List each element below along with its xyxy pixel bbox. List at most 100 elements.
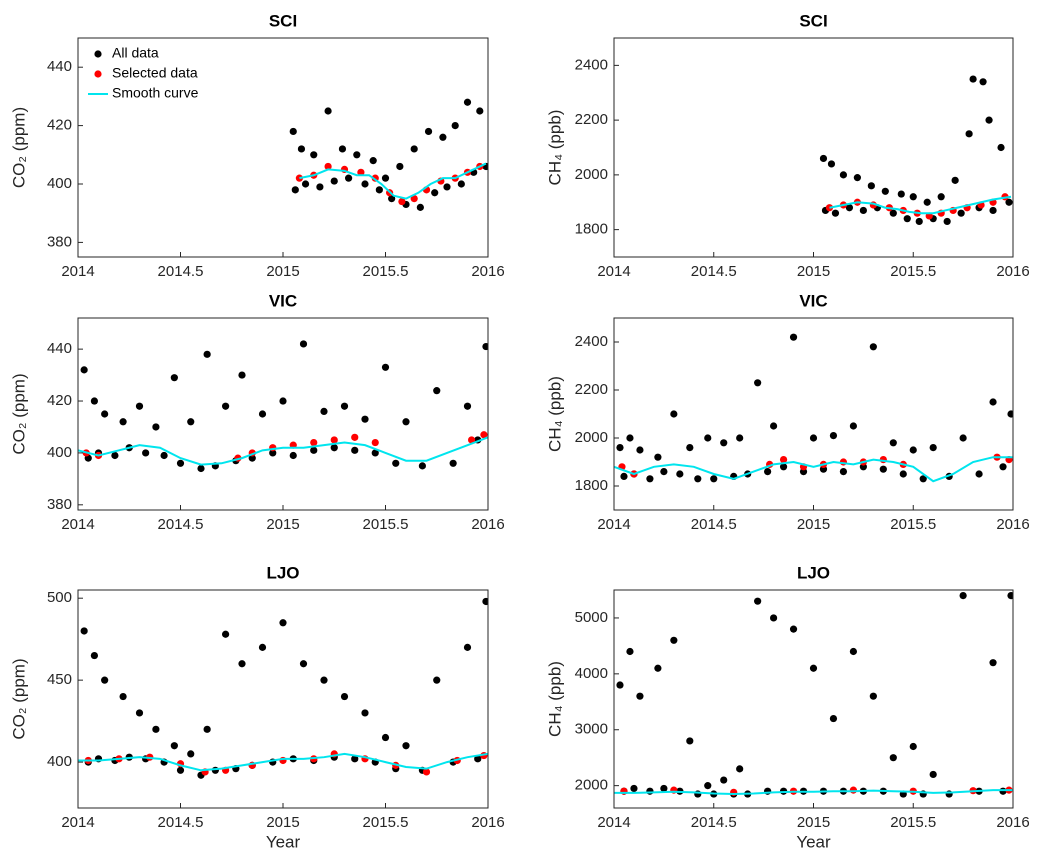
x-tick-label: 2015.5 (363, 516, 409, 533)
smooth-curve (78, 436, 488, 466)
data-point (418, 462, 426, 470)
data-point (361, 180, 369, 188)
data-point (482, 597, 488, 606)
y-tick-label: 2400 (575, 56, 608, 73)
x-tick-label: 2015 (266, 814, 299, 831)
x-axis-label: Year (266, 832, 301, 849)
data-point (361, 709, 369, 717)
data-point (959, 591, 967, 600)
y-tick-label: 3000 (575, 721, 608, 738)
data-point (388, 195, 396, 203)
y-tick-label: 1800 (575, 221, 608, 238)
data-point (451, 122, 459, 130)
data-point (999, 463, 1007, 471)
data-point (789, 625, 798, 633)
data-point (670, 636, 678, 644)
y-tick-label: 450 (47, 671, 72, 688)
data-point (636, 446, 644, 454)
data-point (463, 98, 472, 106)
data-point (809, 664, 818, 672)
data-point (463, 643, 472, 651)
axes-box (613, 37, 1014, 258)
chart-title: LJO (266, 563, 299, 582)
y-tick-label: 2200 (575, 381, 608, 398)
y-tick-label: 500 (47, 589, 72, 606)
legend-label: All data (112, 45, 159, 61)
data-point (197, 464, 205, 473)
data-point (849, 647, 858, 656)
data-point (736, 434, 744, 442)
data-point (449, 459, 457, 467)
data-point (943, 217, 951, 226)
y-tick-label: 400 (47, 444, 72, 461)
data-point (660, 784, 668, 793)
data-point (424, 127, 433, 136)
chart-title: SCI (269, 11, 297, 30)
y-tick-label: 420 (47, 392, 72, 409)
data-point (351, 433, 359, 441)
x-tick-label: 2015.5 (363, 263, 409, 280)
data-point (909, 193, 917, 201)
data-point (819, 154, 828, 163)
data-point (779, 456, 788, 464)
data-point (258, 643, 267, 651)
data-point (310, 438, 318, 447)
data-point (989, 659, 997, 667)
data-point (330, 444, 338, 452)
data-point (909, 742, 917, 751)
data-point (80, 366, 88, 374)
data-point (845, 204, 854, 212)
data-point (839, 468, 848, 476)
data-point (203, 725, 211, 733)
data-point (965, 130, 973, 138)
data-point (357, 168, 365, 176)
data-point (979, 78, 987, 86)
smooth-curve (829, 195, 1012, 215)
y-tick-label: 400 (47, 175, 72, 192)
y-tick-label: 2000 (575, 429, 608, 446)
data-point (686, 737, 694, 745)
data-point (989, 206, 997, 215)
x-tick-label: 2014.5 (158, 516, 204, 533)
x-tick-label: 2015.5 (890, 263, 936, 280)
data-point (176, 459, 185, 467)
y-axis-label: CO₂ (ppm) (9, 107, 28, 188)
x-tick-label: 2014 (597, 263, 630, 280)
data-point (720, 776, 728, 784)
x-tick-label: 2015 (266, 263, 299, 280)
x-tick-label: 2014 (61, 814, 94, 831)
x-tick-label: 2014.5 (691, 263, 737, 280)
plot-area (614, 333, 1013, 483)
y-axis-label: CO₂ (ppm) (9, 373, 28, 454)
data-point (310, 151, 318, 159)
y-tick-label: 440 (47, 340, 72, 357)
data-point (433, 676, 441, 684)
data-point (297, 145, 306, 153)
y-tick-label: 2200 (575, 111, 608, 128)
data-point (402, 742, 410, 750)
data-point (704, 434, 712, 442)
x-tick-label: 2015 (266, 516, 299, 533)
y-tick-label: 5000 (575, 609, 608, 626)
y-axis-label: CH₄ (ppb) (545, 376, 564, 452)
legend-label: Selected data (112, 65, 198, 81)
data-point (937, 193, 945, 201)
data-point (903, 215, 911, 223)
data-point (439, 133, 447, 141)
x-tick-label: 2015.5 (890, 814, 936, 831)
data-point (203, 350, 211, 358)
data-point (170, 374, 178, 382)
x-tick-label: 2014 (597, 814, 630, 831)
data-point (187, 750, 195, 758)
data-point (443, 183, 451, 191)
data-point (316, 183, 324, 191)
plot-area (819, 75, 1013, 226)
x-tick-label: 2016 (471, 516, 504, 533)
data-point (881, 187, 889, 195)
data-point (482, 342, 488, 351)
data-point (853, 174, 861, 182)
data-point (371, 438, 379, 447)
data-point (392, 459, 400, 467)
x-tick-label: 2016 (471, 814, 504, 831)
data-point (630, 784, 638, 793)
